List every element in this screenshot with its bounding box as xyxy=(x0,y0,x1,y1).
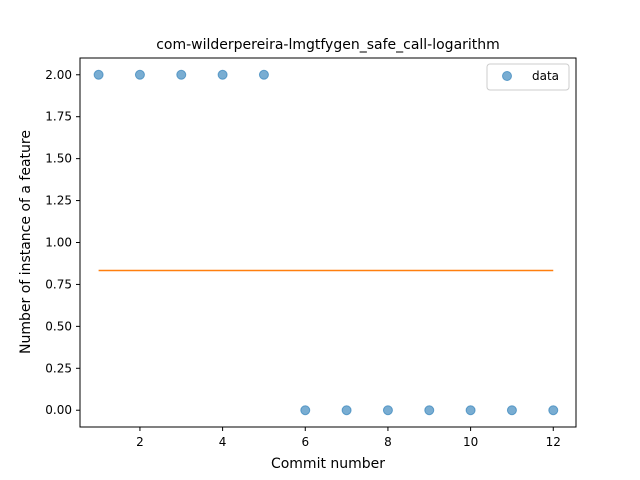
data-point xyxy=(258,69,269,80)
axis-ticks: 2 4 6 8 10 12 0.00 0.25 0.50 0.75 1.00 1.25 1.50 1.75… xyxy=(45,68,561,449)
y-tick-label: 0.25 xyxy=(45,361,72,375)
data-point xyxy=(300,405,311,416)
x-tick-label: 4 xyxy=(219,435,227,449)
data-point xyxy=(93,69,104,80)
data-point xyxy=(134,69,145,80)
y-tick-label: 1.00 xyxy=(45,236,72,250)
data-point xyxy=(176,69,187,80)
data-point xyxy=(382,405,393,416)
x-tick-label: 6 xyxy=(301,435,309,449)
data-point xyxy=(424,405,435,416)
plot-marks xyxy=(93,69,559,416)
data-point xyxy=(341,405,352,416)
data-point xyxy=(465,405,476,416)
data-point xyxy=(506,405,517,416)
x-tick-label: 10 xyxy=(463,435,478,449)
legend-marker-data xyxy=(502,71,512,81)
y-tick-label: 1.75 xyxy=(45,110,72,124)
data-point xyxy=(217,69,228,80)
y-tick-label: 0.00 xyxy=(45,403,72,417)
x-axis-label: Commit number xyxy=(271,456,385,472)
y-tick-label: 0.75 xyxy=(45,277,72,291)
y-tick-label: 1.25 xyxy=(45,194,72,208)
legend: data xyxy=(486,63,570,91)
data-point xyxy=(548,405,559,416)
x-tick-label: 12 xyxy=(546,435,561,449)
chart-title: com-wilderpereira-lmgtfygen_safe_call-lo… xyxy=(156,37,500,53)
y-axis-label: Number of instance of a feature xyxy=(18,130,34,354)
plot-area-frame xyxy=(79,57,577,428)
y-tick-label: 0.50 xyxy=(45,319,72,333)
legend-label-data: data xyxy=(532,69,559,83)
y-tick-label: 1.50 xyxy=(45,152,72,166)
x-tick-label: 8 xyxy=(384,435,392,449)
y-tick-label: 2.00 xyxy=(45,68,72,82)
legend-box xyxy=(486,63,570,91)
x-tick-label: 2 xyxy=(136,435,144,449)
